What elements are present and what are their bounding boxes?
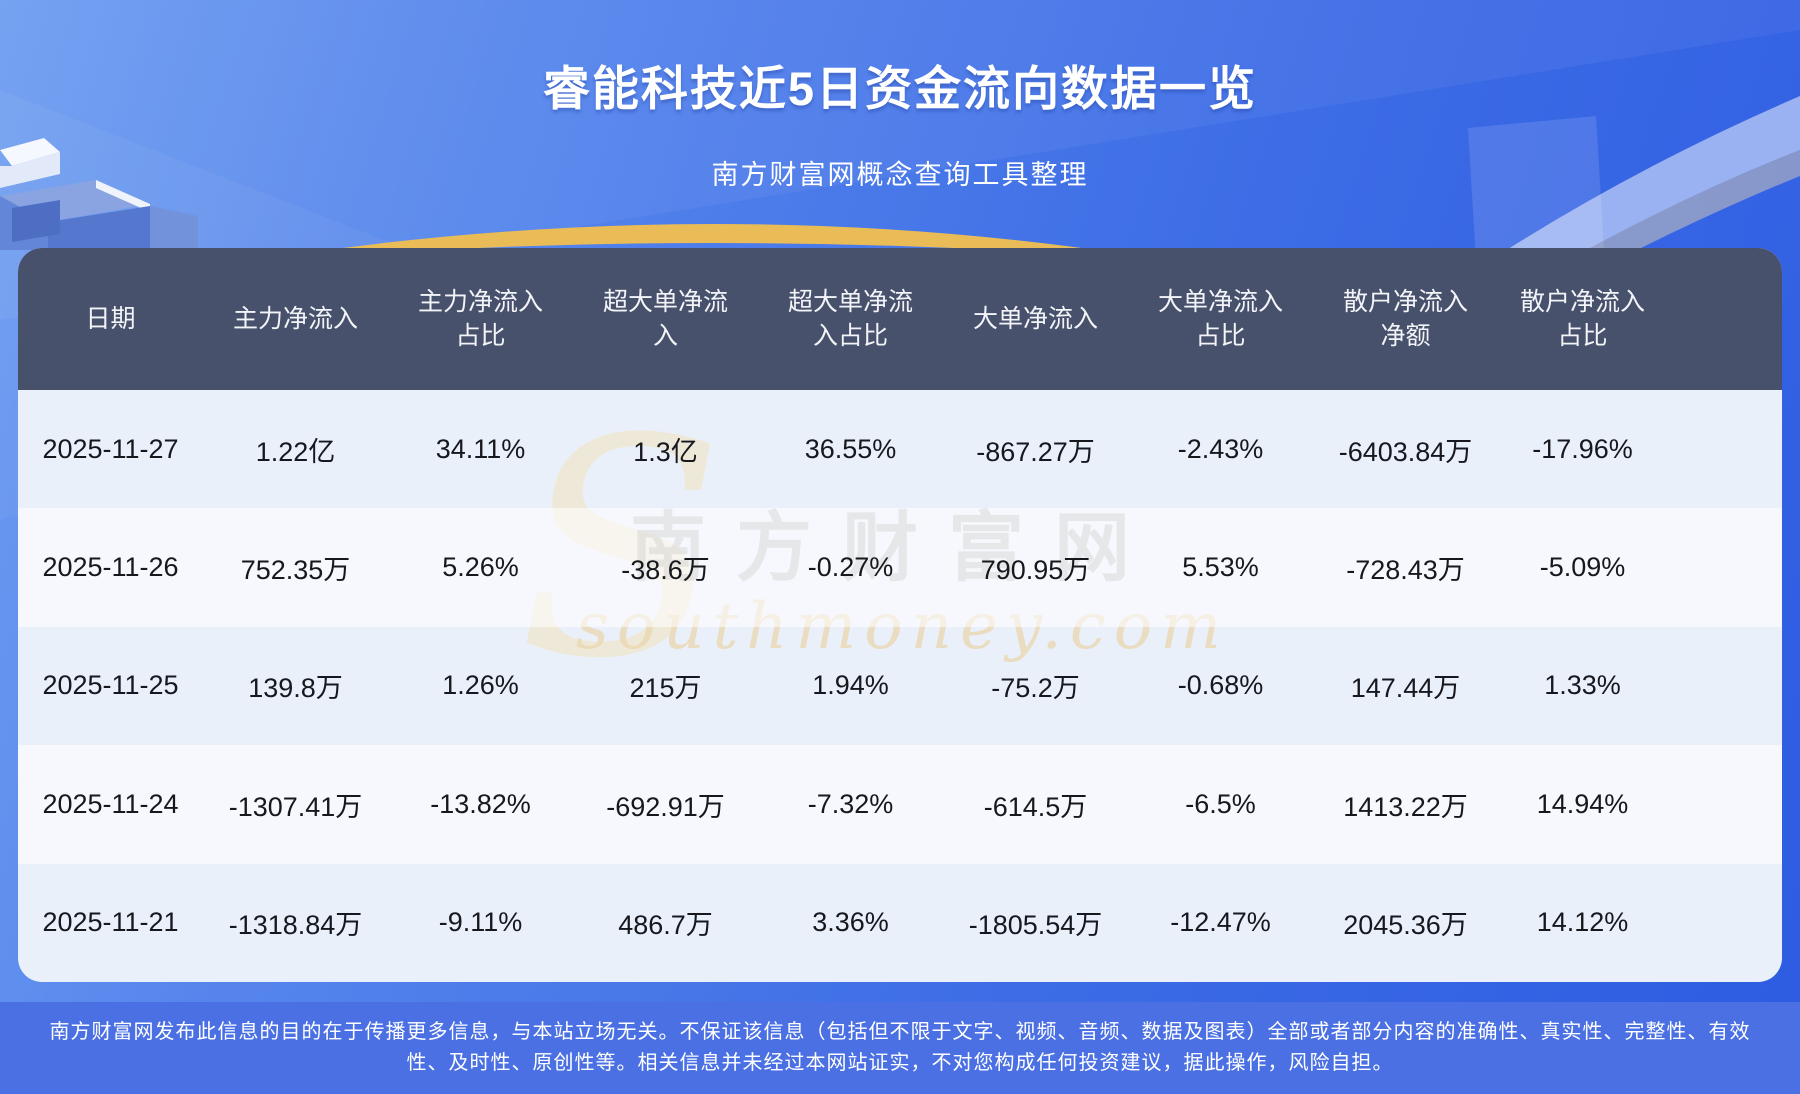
gold-arc-decoration (245, 224, 1175, 262)
table-cell: -1805.54万 (968, 910, 1103, 941)
table-cell: 2045.36万 (1343, 910, 1468, 941)
column-header-main-net-inflow: 主力净流入 (203, 248, 388, 390)
table-cell: -728.43万 (1346, 555, 1465, 586)
table-cell: -1318.84万 (228, 910, 363, 941)
table-cell: 1.94% (812, 670, 889, 701)
disclaimer-bar: 南方财富网发布此信息的目的在于传播更多信息，与本站立场无关。不保证该信息（包括但… (0, 1002, 1800, 1094)
column-header-retail-net-inflow-ratio: 散户净流入占比 (1498, 248, 1782, 390)
cream-swoosh-decoration (1148, 150, 1800, 540)
table-cell: -1307.41万 (228, 791, 363, 822)
table-cell: 1.33% (1544, 670, 1621, 701)
column-header-main-net-inflow-ratio: 主力净流入占比 (388, 248, 573, 390)
table-cell: -6403.84万 (1338, 436, 1473, 467)
column-header-retail-net-inflow-amount: 散户净流入净额 (1313, 248, 1498, 390)
table-cell: 2025-11-26 (42, 552, 179, 583)
table-cell: 36.55% (804, 433, 897, 464)
table-cell: 486.7万 (618, 910, 713, 941)
page-subtitle: 南方财富网概念查询工具整理 (711, 160, 1089, 190)
table-cell: 2025-11-27 (42, 433, 179, 464)
disclaimer-line-1: 南方财富网发布此信息的目的在于传播更多信息，与本站立场无关。不保证该信息（包括但… (49, 1021, 1751, 1043)
table-row: 2025-11-26 752.35万 5.26% -38.6万 -0.27% 7… (18, 508, 1782, 627)
page-title: 睿能科技近5日资金流向数据一览 (542, 62, 1258, 115)
column-header-xl-order-net-inflow-ratio: 超大单净流入占比 (758, 248, 943, 390)
white-swoosh-decoration (1148, 96, 1800, 540)
table-cell: -614.5万 (983, 791, 1088, 822)
table-cell: -6.5% (1185, 788, 1256, 819)
header-section: 睿能科技近5日资金流向数据一览 南方财富网概念查询工具整理 (0, 0, 1800, 192)
disclaimer-line-2: 性、及时性、原创性等。相关信息并未经过本网站证实，不对您构成任何投资建议，据此操… (406, 1052, 1394, 1074)
column-header-large-order-net-inflow-ratio: 大单净流入占比 (1128, 248, 1313, 390)
table-cell: 215万 (629, 673, 702, 704)
column-header-xl-order-net-inflow: 超大单净流入 (573, 248, 758, 390)
table-row: 2025-11-27 1.22亿 34.11% 1.3亿 36.55% -867… (18, 390, 1782, 508)
table-cell: -692.91万 (606, 791, 725, 822)
fund-flow-table-panel: S 南方财富网 southmoney.com 日期 主力净流入 主力净流入占比 … (18, 248, 1782, 982)
table-cell: 1.26% (442, 670, 519, 701)
table-cell: -13.82% (430, 788, 531, 819)
column-header-large-order-net-inflow: 大单净流入 (943, 248, 1128, 390)
table-cell: -17.96% (1532, 433, 1633, 464)
table-cell: 14.94% (1536, 788, 1629, 819)
table-row: 2025-11-24 -1307.41万 -13.82% -692.91万 -7… (18, 745, 1782, 864)
table-cell: -9.11% (438, 907, 523, 938)
table-cell: 2025-11-25 (42, 670, 179, 701)
isometric-blocks-decoration (0, 138, 198, 250)
table-cell: 2025-11-21 (42, 907, 179, 938)
table-header-row: 日期 主力净流入 主力净流入占比 超大单净流入 超大单净流入占比 大单净流入 大… (18, 248, 1782, 390)
table-cell: 147.44万 (1350, 673, 1461, 704)
table-cell: 34.11% (435, 433, 526, 464)
table-cell: 1.22亿 (255, 436, 336, 467)
table-cell: -2.43% (1177, 433, 1264, 464)
table-cell: 790.95万 (980, 555, 1091, 586)
table-row: 2025-11-21 -1318.84万 -9.11% 486.7万 3.36%… (18, 864, 1782, 982)
table-cell: 5.53% (1182, 552, 1259, 583)
fund-flow-table: 日期 主力净流入 主力净流入占比 超大单净流入 超大单净流入占比 大单净流入 大… (18, 248, 1782, 982)
table-cell: 1.3亿 (633, 436, 698, 467)
table-cell: -7.32% (807, 788, 894, 819)
table-cell: 2025-11-24 (42, 788, 179, 819)
table-cell: -0.27% (807, 552, 894, 583)
table-cell: 5.26% (442, 552, 519, 583)
table-cell: 752.35万 (240, 555, 351, 586)
table-cell: 14.12% (1536, 907, 1629, 938)
table-cell: -12.47% (1170, 907, 1271, 938)
table-cell: -38.6万 (621, 555, 710, 586)
column-header-date: 日期 (18, 248, 203, 390)
table-cell: -75.2万 (991, 673, 1080, 704)
table-cell: 139.8万 (248, 673, 343, 704)
table-cell: 3.36% (812, 907, 889, 938)
table-cell: -867.27万 (976, 436, 1095, 467)
table-row: 2025-11-25 139.8万 1.26% 215万 1.94% -75.2… (18, 627, 1782, 745)
table-cell: 1413.22万 (1343, 791, 1468, 822)
table-cell: -0.68% (1177, 670, 1264, 701)
table-cell: -5.09% (1539, 552, 1626, 583)
